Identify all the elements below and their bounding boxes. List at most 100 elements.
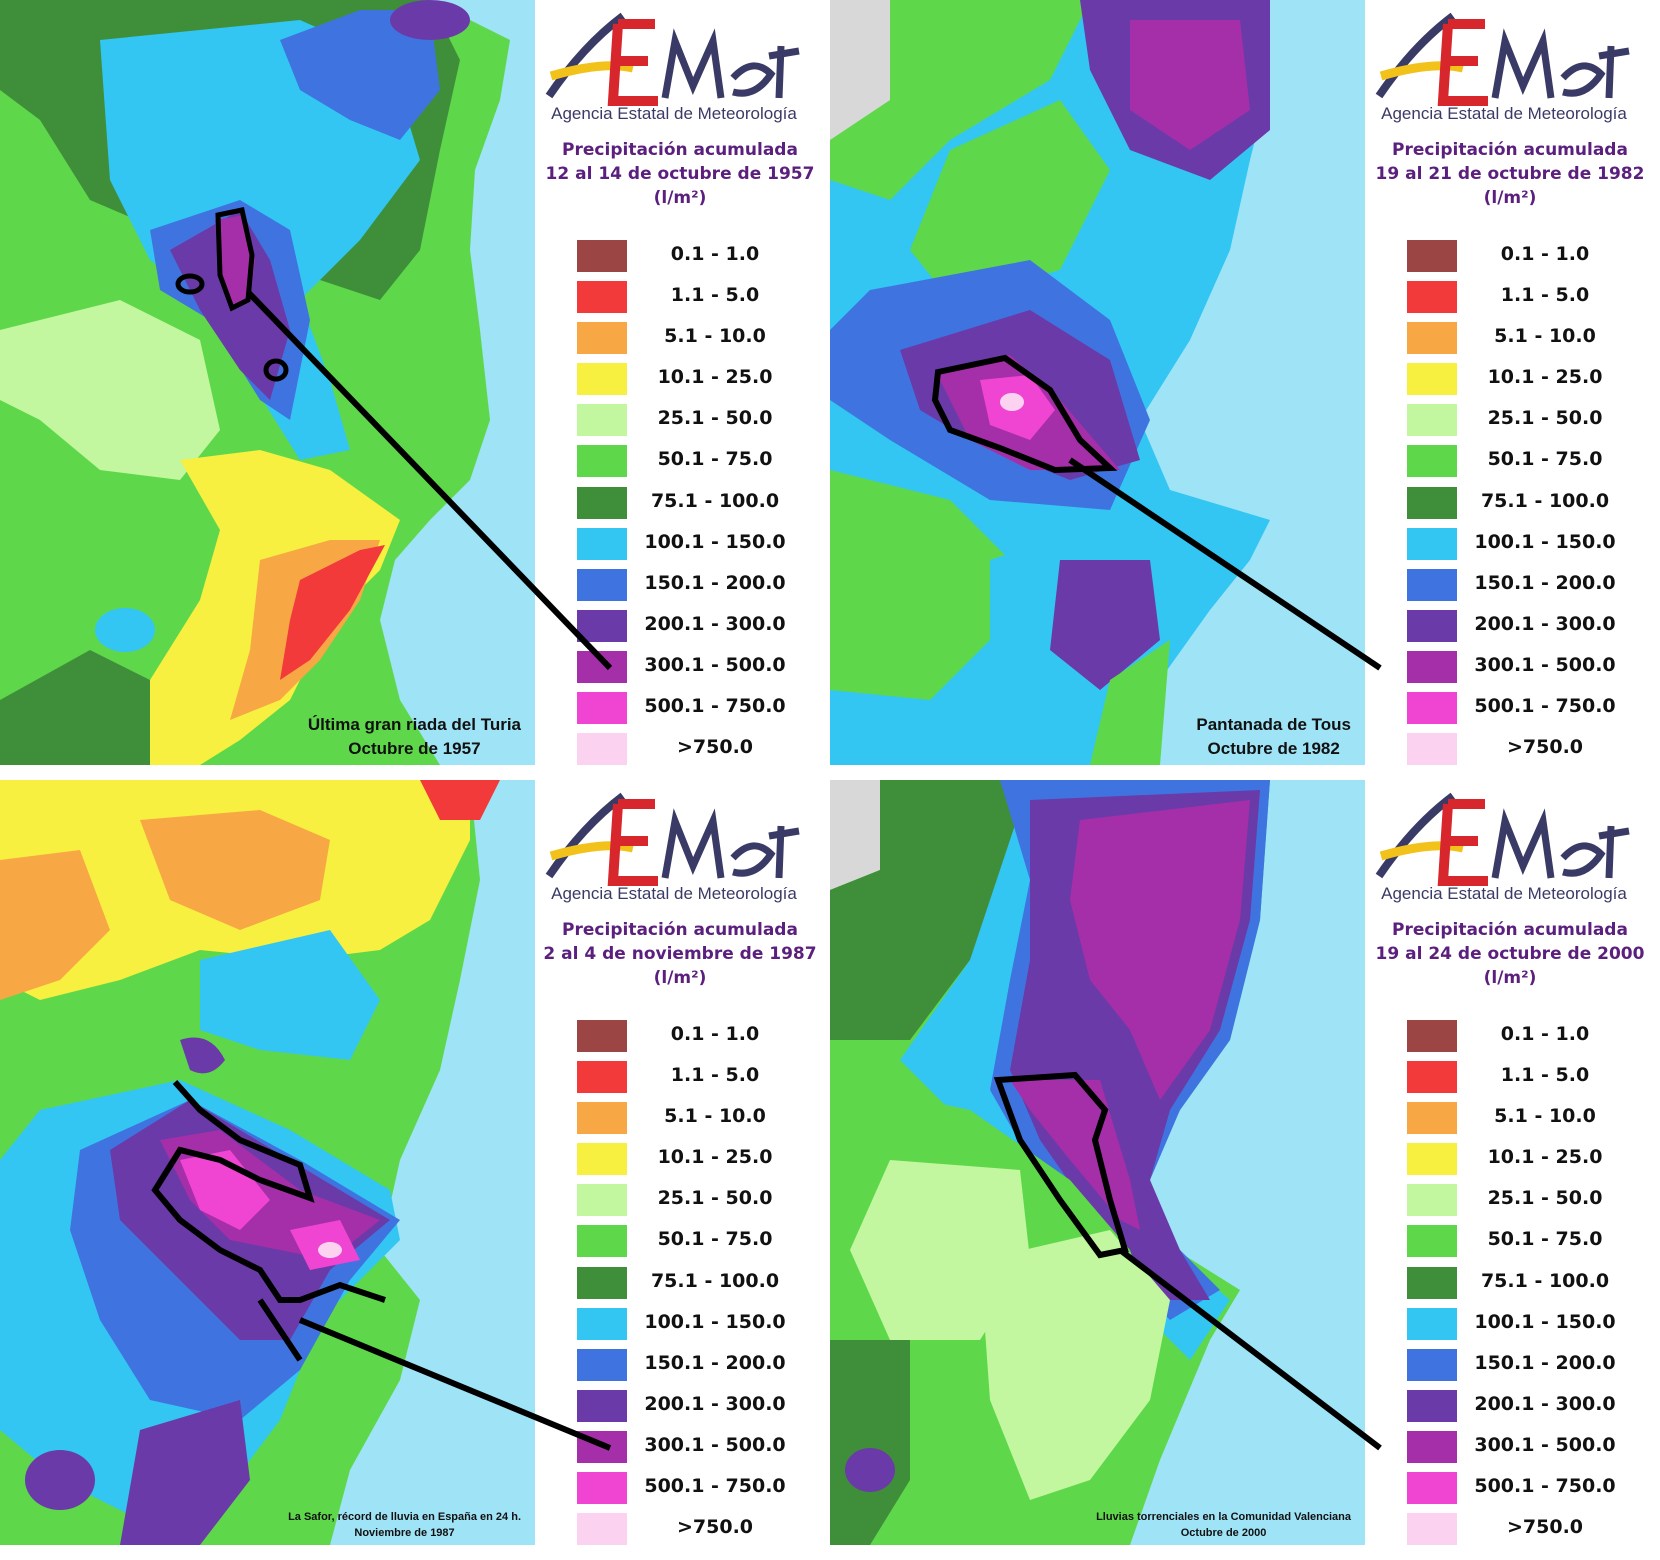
caption-line-2: Noviembre de 1987 — [354, 1527, 455, 1539]
legend-item: 10.1 - 25.0 — [577, 359, 817, 400]
legend-swatch — [1407, 692, 1457, 725]
title-line-1: Precipitación acumulada — [1392, 140, 1628, 160]
caption-line-2: Octubre de 1982 — [1207, 739, 1340, 758]
legend-item: 200.1 - 300.0 — [577, 606, 817, 647]
title-line-1: Precipitación acumulada — [562, 920, 798, 940]
legend-label: 5.1 - 10.0 — [1494, 325, 1596, 348]
legend-sidebar-2000: Agencia Estatal de Meteorología Precipit… — [1365, 780, 1655, 1560]
legend-swatch — [577, 1513, 627, 1546]
legend-item: 100.1 - 150.0 — [577, 524, 817, 565]
legend-swatch — [1407, 1020, 1457, 1052]
legend-swatch — [577, 1430, 627, 1463]
legend-swatch — [1407, 1348, 1457, 1381]
legend-swatch — [1407, 281, 1457, 314]
legend-swatch — [577, 527, 627, 560]
title-line-2: 12 al 14 de octubre de 1957 — [545, 164, 815, 184]
legend-swatch — [577, 322, 627, 355]
legend-label: 200.1 - 300.0 — [644, 612, 786, 635]
legend-swatch — [577, 1225, 627, 1258]
legend-label: 75.1 - 100.0 — [650, 489, 780, 512]
legend-2000: 0.1 - 1.0 1.1 - 5.0 5.1 - 10.0 10.1 - 25.0 2… — [1407, 1016, 1647, 1550]
legend-swatch — [1407, 1389, 1457, 1422]
legend-label: 25.1 - 50.0 — [657, 1187, 773, 1210]
legend-label: 500.1 - 750.0 — [644, 695, 786, 718]
aemet-logo — [545, 792, 800, 886]
legend-item: 200.1 - 300.0 — [577, 1386, 817, 1427]
legend-item: 25.1 - 50.0 — [577, 400, 817, 441]
legend-item: 1.1 - 5.0 — [577, 277, 817, 318]
legend-swatch — [1407, 1307, 1457, 1340]
legend-item: >750.0 — [1407, 1509, 1647, 1550]
legend-label: 1.1 - 5.0 — [670, 284, 760, 307]
legend-item: 50.1 - 75.0 — [1407, 1221, 1647, 1262]
chart-title-2000: Precipitación acumulada 19 al 24 de octu… — [1365, 918, 1655, 990]
legend-item: 25.1 - 50.0 — [1407, 400, 1647, 441]
legend-item: 5.1 - 10.0 — [1407, 318, 1647, 359]
legend-label: 0.1 - 1.0 — [670, 1023, 760, 1045]
legend-label: 5.1 - 10.0 — [664, 325, 766, 348]
legend-label: 300.1 - 500.0 — [1474, 653, 1616, 676]
legend-label: 500.1 - 750.0 — [1474, 1475, 1616, 1498]
title-line-2: 2 al 4 de noviembre de 1987 — [543, 944, 817, 964]
legend-item: 0.1 - 1.0 — [577, 1016, 817, 1057]
legend-label: >750.0 — [1506, 1516, 1584, 1539]
legend-swatch — [1407, 1061, 1457, 1094]
legend-item: 75.1 - 100.0 — [1407, 483, 1647, 524]
title-line-1: Precipitación acumulada — [562, 140, 798, 160]
organization-name: Agencia Estatal de Meteorología — [1381, 884, 1627, 903]
legend-swatch — [577, 486, 627, 519]
legend-swatch — [577, 1307, 627, 1340]
legend-swatch — [1407, 527, 1457, 560]
legend-label: 10.1 - 25.0 — [657, 366, 773, 389]
title-line-2: 19 al 24 de octubre de 2000 — [1375, 944, 1645, 964]
legend-label: >750.0 — [1506, 736, 1584, 759]
legend-label: 75.1 - 100.0 — [1480, 1269, 1610, 1292]
legend-item: 300.1 - 500.0 — [577, 1427, 817, 1468]
legend-1957: 0.1 - 1.0 1.1 - 5.0 5.1 - 10.0 10.1 - 25.0 2… — [577, 236, 817, 770]
legend-label: 200.1 - 300.0 — [1474, 1392, 1616, 1415]
map-caption-1982: Pantanada de Tous Octubre de 1982 — [1196, 713, 1351, 761]
legend-swatch — [577, 1020, 627, 1052]
legend-item: 300.1 - 500.0 — [577, 647, 817, 688]
legend-label: 50.1 - 75.0 — [1487, 448, 1603, 471]
panel-1957: Última gran riada del Turia Octubre de 1… — [0, 0, 830, 780]
legend-label: 300.1 - 500.0 — [644, 1433, 786, 1456]
legend-label: 25.1 - 50.0 — [1487, 407, 1603, 430]
legend-swatch — [577, 1266, 627, 1299]
legend-swatch — [577, 281, 627, 314]
precipitation-map-1987: La Safor, récord de lluvia en España en … — [0, 780, 535, 1545]
legend-swatch — [577, 1389, 627, 1422]
legend-item: 300.1 - 500.0 — [1407, 1427, 1647, 1468]
legend-label: >750.0 — [676, 1516, 754, 1539]
legend-swatch — [577, 1348, 627, 1381]
caption-line-2: Octubre de 1957 — [348, 739, 481, 758]
legend-item: 500.1 - 750.0 — [577, 1468, 817, 1509]
caption-line-1: Pantanada de Tous — [1196, 715, 1351, 734]
legend-item: 5.1 - 10.0 — [1407, 1098, 1647, 1139]
legend-label: 75.1 - 100.0 — [1480, 489, 1610, 512]
map-caption-1987: La Safor, récord de lluvia en España en … — [288, 1509, 521, 1541]
legend-label: 25.1 - 50.0 — [657, 407, 773, 430]
map-caption-2000: Lluvias torrenciales en la Comunidad Val… — [1096, 1509, 1351, 1541]
legend-swatch — [1407, 1430, 1457, 1463]
legend-label: >750.0 — [676, 736, 754, 759]
legend-label: 100.1 - 150.0 — [1474, 530, 1616, 553]
legend-swatch — [577, 609, 627, 642]
legend-swatch — [577, 404, 627, 437]
legend-label: 1.1 - 5.0 — [1500, 284, 1590, 307]
legend-swatch — [1407, 1184, 1457, 1217]
legend-item: 10.1 - 25.0 — [577, 1139, 817, 1180]
legend-item: 1.1 - 5.0 — [1407, 277, 1647, 318]
legend-label: 5.1 - 10.0 — [664, 1105, 766, 1128]
legend-swatch — [577, 733, 627, 766]
legend-label: 500.1 - 750.0 — [644, 1475, 786, 1498]
aemet-logo — [1375, 12, 1630, 106]
precipitation-map-1957: Última gran riada del Turia Octubre de 1… — [0, 0, 535, 765]
legend-label: 150.1 - 200.0 — [1474, 571, 1616, 594]
aemet-logo — [1375, 792, 1630, 886]
legend-label: 100.1 - 150.0 — [644, 530, 786, 553]
aemet-logo — [545, 12, 800, 106]
legend-label: 200.1 - 300.0 — [1474, 612, 1616, 635]
legend-label: 0.1 - 1.0 — [670, 243, 760, 265]
legend-item: 0.1 - 1.0 — [577, 236, 817, 277]
